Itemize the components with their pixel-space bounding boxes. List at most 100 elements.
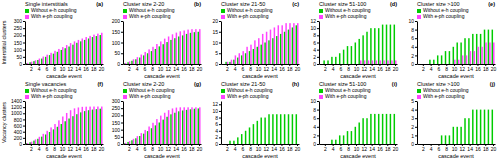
x-tick-label: 2 — [30, 146, 33, 152]
y-tick: 6 — [215, 121, 221, 127]
bar — [343, 50, 344, 64]
bar — [339, 53, 340, 64]
x-tick-label: 14 — [369, 146, 375, 152]
bar — [391, 144, 392, 145]
x-tick: 18 — [483, 144, 489, 152]
x-tick-label: 16 — [377, 146, 383, 152]
y-tick-mark — [415, 127, 417, 128]
bar — [278, 144, 279, 145]
x-tick: 20 — [99, 64, 105, 72]
bar — [127, 142, 128, 144]
bar — [57, 52, 58, 64]
bar — [445, 51, 446, 64]
x-tick-label: 10 — [452, 66, 458, 72]
x-tick-label: 14 — [369, 66, 375, 72]
legend: Without e-h couplingWith e-ph coupling — [417, 7, 469, 19]
y-tick-label: 15 — [212, 29, 218, 35]
x-tick-label: 14 — [271, 66, 277, 72]
x-tick-label: 16 — [181, 66, 187, 72]
bar — [293, 144, 294, 145]
x-tick: 20 — [295, 144, 301, 152]
bar — [46, 55, 47, 64]
y-tick-mark — [317, 64, 319, 65]
y-tick-label: 12 — [212, 101, 218, 107]
bar — [288, 114, 289, 144]
x-tick-label: 18 — [287, 66, 293, 72]
y-tick: 6 — [411, 35, 417, 41]
y-label: Vacancy clusters — [1, 102, 7, 143]
x-tick: 16 — [83, 144, 89, 152]
bar — [61, 50, 62, 64]
y-tick-label: 100 — [112, 40, 121, 46]
bar — [253, 49, 254, 64]
bar — [337, 64, 338, 65]
y-tick: 20 — [212, 18, 221, 24]
x-tick-label: 16 — [377, 66, 383, 72]
x-tick-label: 12 — [68, 146, 74, 152]
x-tick: 10 — [256, 64, 262, 72]
legend-swatch — [25, 95, 29, 99]
y-tick: 8 — [313, 32, 319, 38]
panel-label: (e) — [488, 1, 495, 7]
bar — [198, 108, 199, 144]
bar — [274, 144, 275, 145]
bar — [485, 43, 486, 65]
bar — [285, 144, 286, 145]
bar — [272, 38, 273, 64]
legend-swatch — [123, 15, 127, 19]
x-tick-label: 12 — [362, 146, 368, 152]
bar — [464, 38, 465, 64]
x-tick-label: 6 — [438, 66, 441, 72]
y-tick-label: 100 — [14, 47, 23, 53]
y-tick: 2 — [313, 133, 319, 139]
x-tick: 6 — [340, 64, 343, 72]
bar — [168, 36, 169, 64]
y-tick-label: 250 — [14, 25, 23, 31]
x-tick-label: 18 — [483, 146, 489, 152]
legend-swatch — [319, 89, 323, 93]
bar — [284, 32, 285, 64]
bar — [337, 144, 338, 145]
y-tick-label: 8 — [313, 107, 316, 113]
bar — [144, 52, 145, 64]
y-tick-label: 150 — [112, 29, 121, 35]
y-tick-mark — [23, 144, 25, 145]
bar — [199, 29, 200, 64]
bar — [450, 64, 451, 65]
bar — [278, 25, 279, 64]
x-tick: 16 — [279, 64, 285, 72]
legend-item: With e-ph coupling — [417, 13, 465, 19]
x-tick-label: 2 — [30, 66, 33, 72]
bar — [421, 64, 422, 65]
bar — [89, 36, 90, 64]
bar — [70, 110, 71, 144]
x-tick: 12 — [264, 144, 270, 152]
x-tick: 18 — [483, 64, 489, 72]
bar — [194, 109, 195, 144]
bar — [364, 60, 365, 64]
bar — [484, 30, 485, 64]
y-tick-label: 4 — [411, 44, 414, 50]
bar — [151, 128, 152, 144]
y-tick: 4 — [411, 44, 417, 50]
bar — [268, 40, 269, 64]
y-tick: 0 — [411, 61, 417, 67]
x-tick: 16 — [475, 64, 481, 72]
x-tick-label: 6 — [242, 66, 245, 72]
x-tick-label: 18 — [385, 66, 391, 72]
bar — [351, 131, 352, 144]
bar — [186, 34, 187, 64]
y-tick-mark — [317, 127, 319, 128]
bar — [242, 51, 243, 64]
bar — [96, 109, 97, 144]
bars — [229, 114, 297, 144]
bar — [425, 144, 426, 145]
legend-swatch — [25, 9, 29, 13]
bar — [429, 60, 430, 64]
x-tick-label: 6 — [144, 66, 147, 72]
legend-item: With e-ph coupling — [221, 93, 269, 99]
y-tick-label: 8 — [215, 115, 218, 121]
y-tick-mark — [219, 111, 221, 112]
x-tick: 2 — [324, 64, 327, 72]
bar — [453, 47, 454, 64]
